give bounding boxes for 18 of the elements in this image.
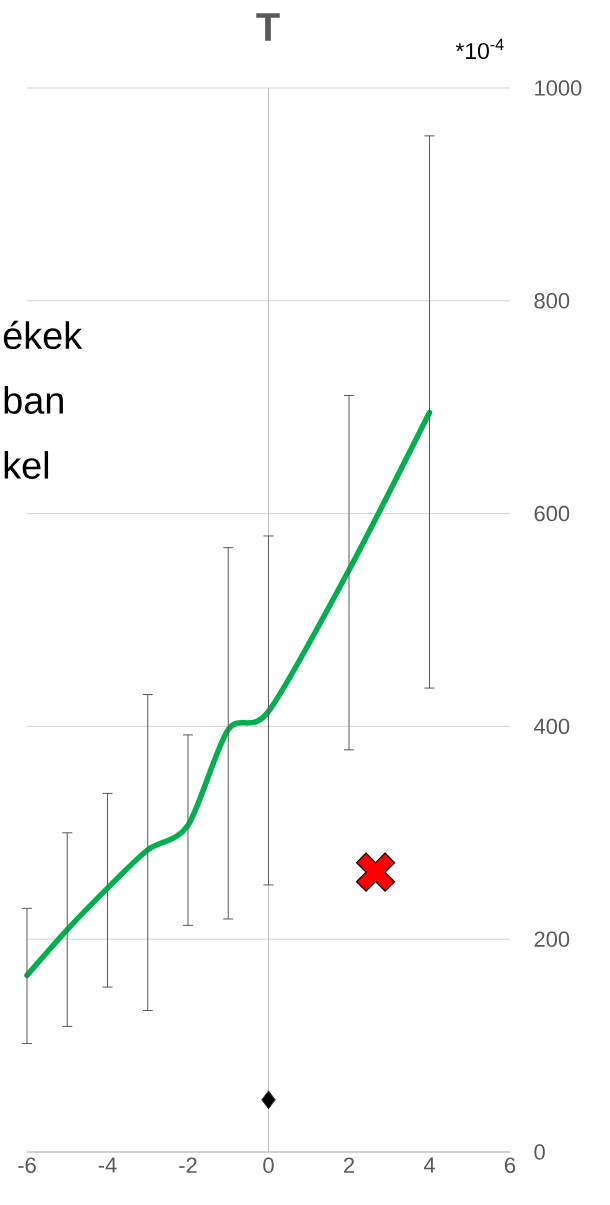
annotation: kel: [4, 451, 49, 479]
y-tick-label: 800: [534, 293, 570, 309]
x-tick-label: -2: [179, 1157, 197, 1173]
y-tick-label: 600: [534, 505, 570, 522]
y-tick-label: 400: [534, 718, 570, 735]
y-tick-label: 1000: [535, 80, 582, 96]
x-tick-label: 6: [505, 1157, 516, 1174]
annotation: ékek: [3, 320, 83, 350]
y-tick-label: 0: [534, 1144, 545, 1160]
y-tick-label: 200: [534, 931, 570, 947]
annotation: ban: [4, 386, 63, 414]
x-tick-label: -6: [18, 1157, 36, 1174]
x-tick-label: 4: [423, 1157, 435, 1173]
text: *10$^{-4}$: [455, 38, 504, 60]
x-tick-label: 0: [263, 1157, 274, 1174]
x-tick-label: 2: [344, 1157, 354, 1173]
x-tick-label: -4: [98, 1157, 117, 1173]
chart-title: T: [256, 13, 280, 41]
